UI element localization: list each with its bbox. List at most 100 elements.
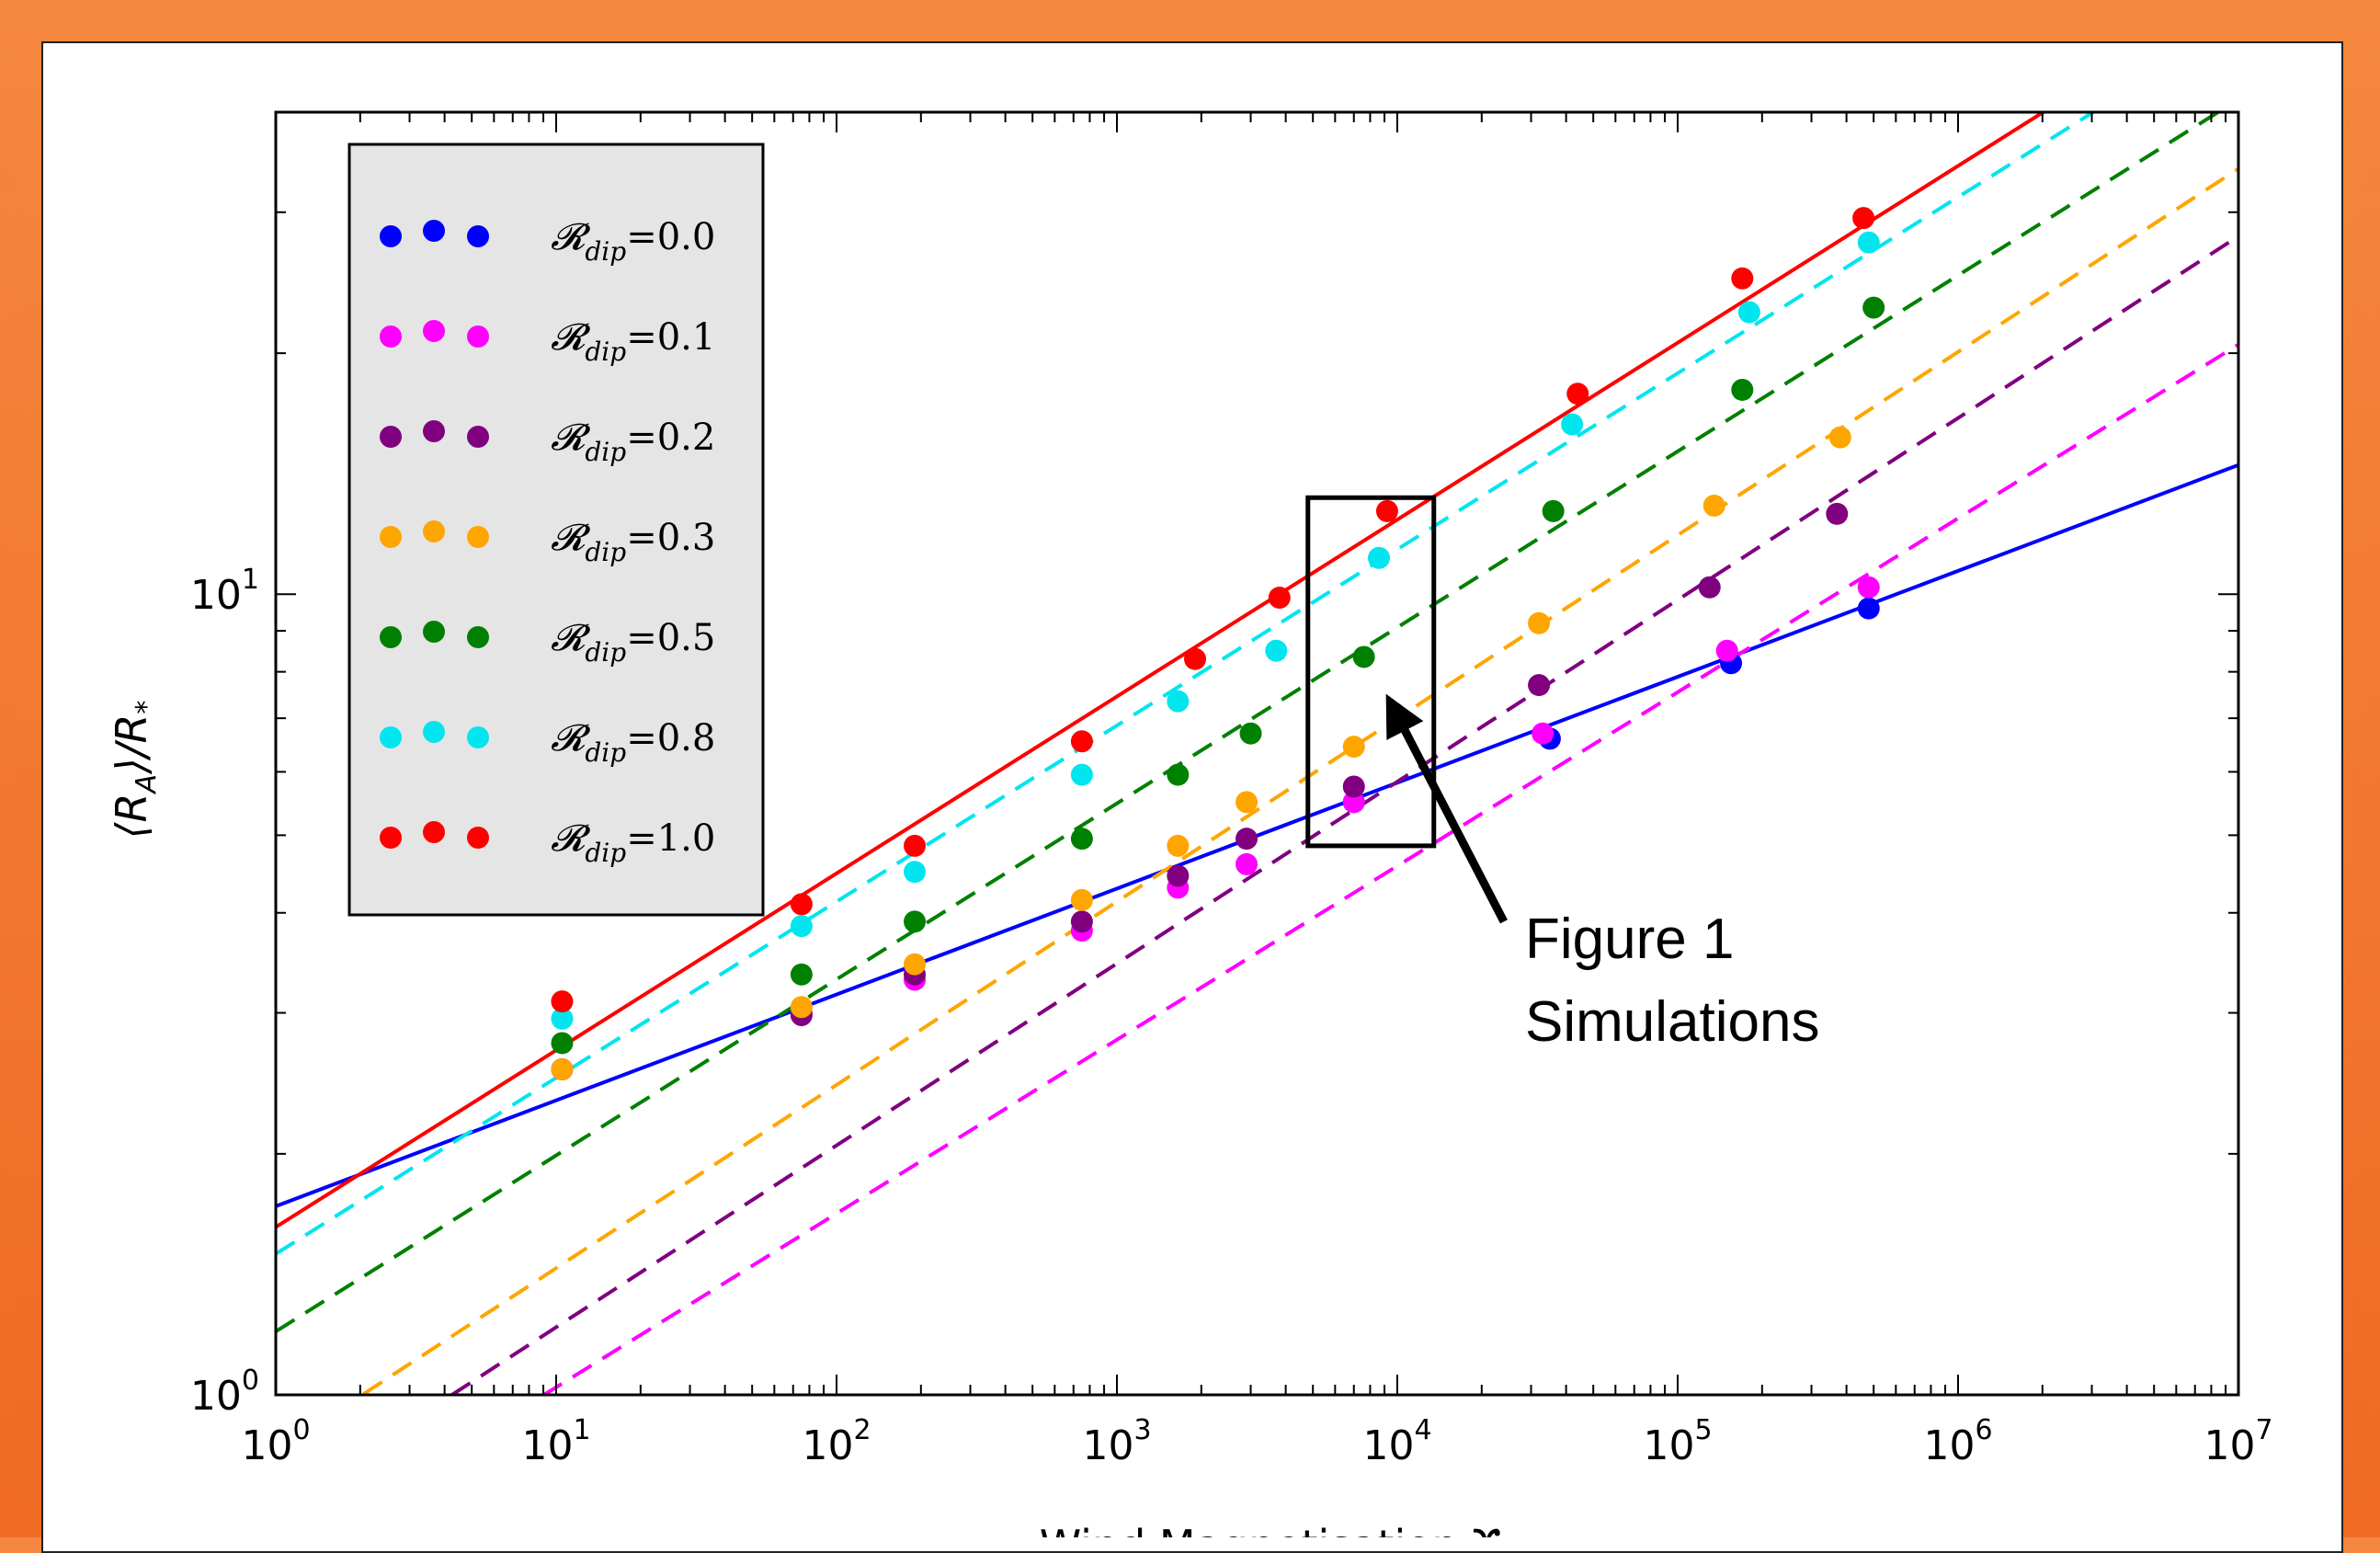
data-point-0-3: [1528, 611, 1551, 634]
data-point-0-2: [1528, 674, 1551, 697]
y-axis-title-rest: ⟩/R: [107, 714, 156, 775]
legend-label: 𝓡dip=1.0: [551, 817, 715, 868]
data-point-0-5: [1731, 378, 1754, 401]
legend-label: 𝓡dip=0.1: [551, 316, 715, 367]
data-point-0-1: [1342, 791, 1365, 814]
data-point-0-8: [1070, 763, 1093, 786]
x-tick-label: 101: [521, 1414, 590, 1469]
data-point-0-5: [1352, 645, 1375, 668]
legend-label: 𝓡dip=0.2: [551, 417, 715, 467]
data-point-0-2: [1342, 775, 1365, 798]
legend: 𝓡dip=0.0 𝓡dip=0.1 𝓡dip=0.2 𝓡dip=0.3 𝓡dip=0.5…: [347, 143, 765, 917]
legend-marker: [467, 626, 489, 648]
legend-marker: [380, 225, 402, 247]
legend-marker: [380, 526, 402, 548]
data-point-0-2: [1167, 864, 1190, 887]
fit-line-0-5: [276, 112, 2222, 1333]
x-tick-label: 103: [1082, 1414, 1151, 1469]
data-point-0-2: [1826, 502, 1849, 525]
data-point-0-1: [1857, 576, 1880, 599]
data-point-1-0: [1731, 267, 1754, 290]
fit-line-0-3: [359, 166, 2238, 1395]
data-point-0-5: [1070, 828, 1093, 851]
legend-marker: [423, 821, 445, 843]
legend-marker: [380, 827, 402, 849]
data-point-0-2: [1698, 576, 1721, 599]
data-point-0-2: [1070, 910, 1093, 933]
data-point-0-3: [1070, 888, 1093, 911]
legend-marker: [467, 726, 489, 748]
data-point-0-3: [1702, 494, 1725, 517]
x-axis-title: Wind Magnetisation ϒ: [1040, 1521, 1502, 1537]
legend-label: 𝓡dip=0.8: [551, 717, 715, 768]
annotation-arrow: [1385, 693, 1508, 924]
y-tick-label: 100: [190, 1365, 259, 1420]
legend-marker: [467, 225, 489, 247]
data-point-0-5: [790, 963, 813, 986]
figure-panel: 100 101 102 103 104 105 106 107 100 101 𝓡dip=0.0 𝓡…: [41, 41, 2343, 1553]
data-point-0-3: [1828, 426, 1851, 449]
axis-ticks: [275, 111, 2238, 1396]
data-point-0-5: [1239, 722, 1262, 745]
x-tick-label: 102: [802, 1414, 871, 1469]
data-point-0-3: [1167, 834, 1190, 857]
data-point-1-0: [1375, 499, 1398, 522]
data-point-1-0: [904, 834, 927, 857]
x-tick-label: 105: [1643, 1414, 1712, 1469]
y-axis-title-sub-a: A: [131, 774, 163, 795]
legend-marker: [380, 726, 402, 748]
legend-box: [347, 143, 765, 917]
legend-marker: [423, 220, 445, 242]
data-point-1-0: [1070, 730, 1093, 753]
data-point-0-5: [1542, 499, 1565, 522]
data-point-1-0: [1268, 587, 1291, 610]
legend-marker: [467, 526, 489, 548]
data-point-0-8: [1265, 639, 1288, 662]
data-point-0-3: [790, 996, 813, 1019]
x-tick-label: 100: [241, 1414, 310, 1469]
data-point-1-0: [1852, 207, 1875, 230]
data-point-0-0: [1857, 597, 1880, 620]
data-point-0-1: [1236, 852, 1258, 875]
legend-marker: [423, 420, 445, 442]
legend-marker: [380, 325, 402, 348]
data-point-1-0: [1566, 383, 1589, 405]
data-point-0-5: [551, 1032, 574, 1055]
legend-marker: [380, 626, 402, 648]
data-point-0-5: [1167, 763, 1190, 786]
y-tick-label: 101: [190, 564, 259, 619]
y-axis-title-sub-star: *: [131, 701, 163, 714]
data-point-1-0: [1184, 647, 1207, 670]
fit-line-0-8: [276, 112, 2097, 1256]
x-tick-label: 107: [2203, 1414, 2272, 1469]
data-point-0-1: [1532, 722, 1554, 745]
data-point-0-8: [1368, 546, 1391, 569]
legend-marker: [467, 325, 489, 348]
data-point-1-0: [790, 893, 813, 916]
tick-labels: 100 101 102 103 104 105 106 107 100 101: [190, 564, 2273, 1469]
data-point-0-1: [1715, 639, 1738, 662]
data-point-0-8: [551, 1007, 574, 1030]
legend-marker: [423, 320, 445, 342]
y-axis-title: ⟨RA⟩/R*: [107, 701, 163, 839]
fit-line-0-1: [540, 343, 2238, 1395]
data-point-0-2: [1236, 828, 1258, 851]
x-tick-label: 104: [1362, 1414, 1431, 1469]
data-point-0-5: [1862, 296, 1885, 319]
legend-label: 𝓡dip=0.3: [551, 517, 715, 567]
annotation-label-line1: Figure 1: [1525, 908, 1734, 971]
data-point-0-3: [904, 953, 927, 976]
fit-line-0-2: [448, 234, 2238, 1395]
plot-area: [274, 110, 2240, 1397]
data-point-0-8: [1167, 690, 1190, 713]
x-tick-label: 106: [1923, 1414, 1992, 1469]
legend-marker: [423, 621, 445, 643]
fit-line-1-0: [276, 112, 2047, 1229]
data-point-0-8: [1737, 301, 1760, 324]
legend-marker: [423, 721, 445, 743]
data-point-1-0: [551, 990, 574, 1013]
annotation-rectangle: [1305, 495, 1437, 849]
legend-marker: [467, 827, 489, 849]
fit-lines: [276, 112, 2238, 1395]
data-point-0-8: [904, 861, 927, 884]
